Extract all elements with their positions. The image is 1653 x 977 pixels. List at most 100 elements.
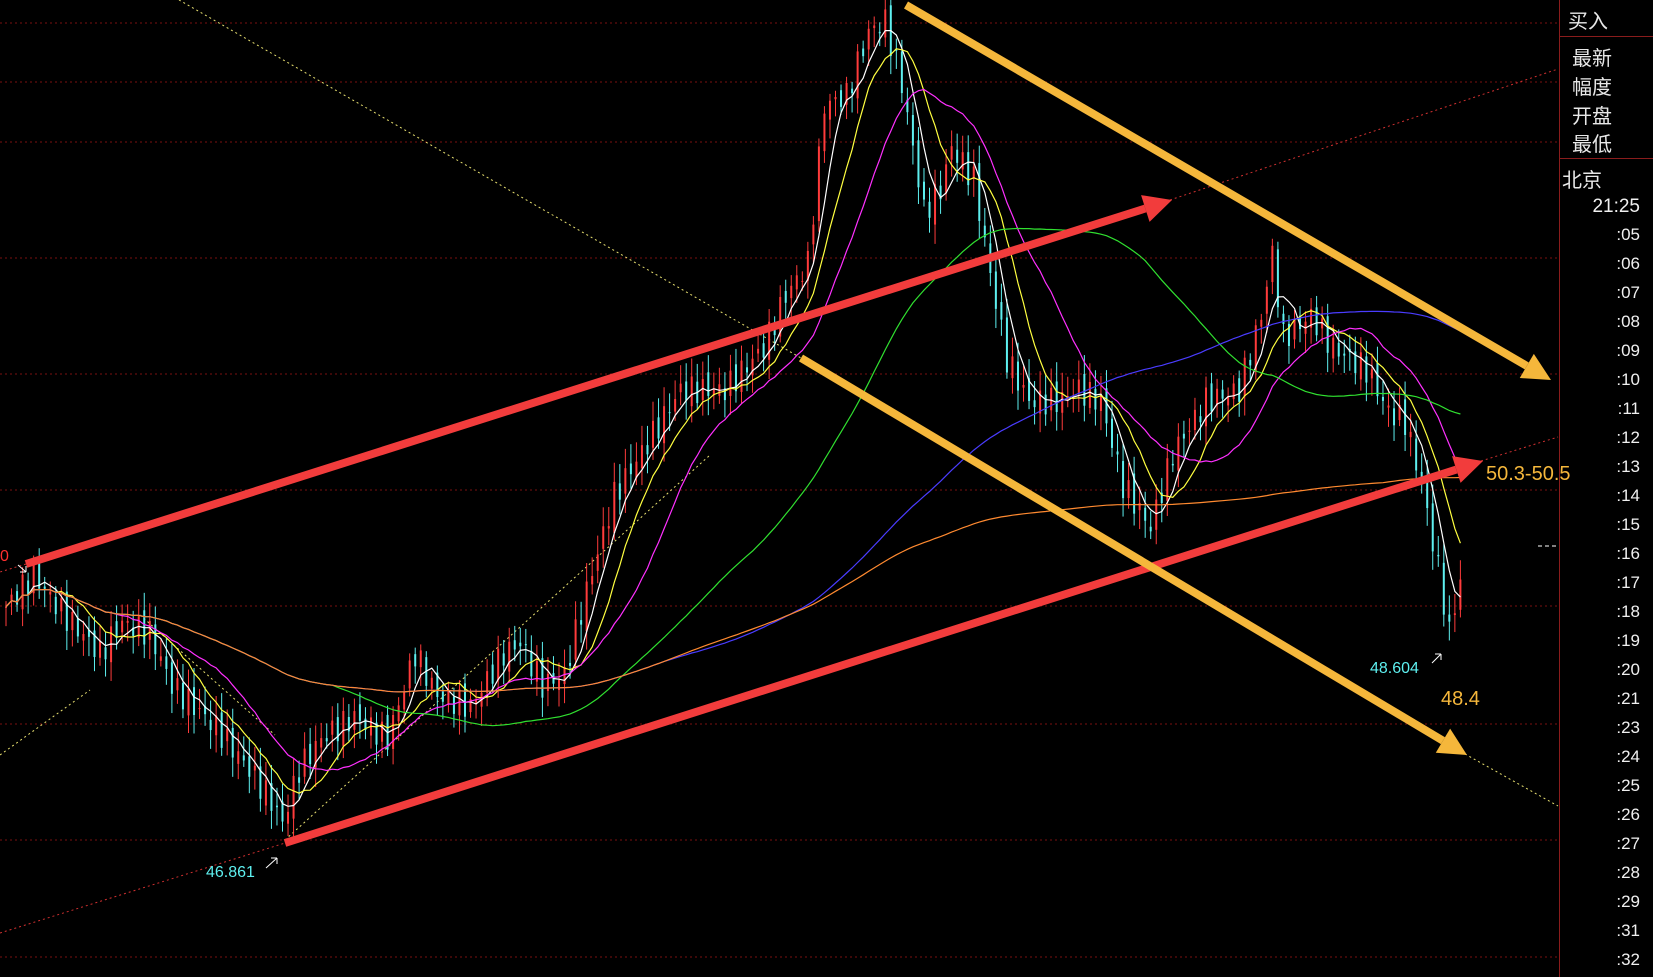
- recent-low-label: 48.604: [1370, 660, 1419, 677]
- candle-body: [1227, 396, 1230, 406]
- candle-body: [1221, 389, 1224, 399]
- candle-body: [834, 96, 837, 100]
- candle-body: [674, 399, 677, 412]
- candle-body: [27, 580, 30, 595]
- candle-body: [862, 48, 865, 57]
- candle-body: [1276, 249, 1279, 308]
- time-item: :26: [1616, 805, 1640, 824]
- red-lower-arrow-shaft: [283, 465, 1458, 847]
- candle-body: [840, 90, 843, 107]
- candle-body: [1326, 316, 1329, 353]
- candle-body: [1354, 351, 1357, 374]
- candle-body: [1061, 392, 1064, 413]
- candle-body: [408, 660, 411, 689]
- candle-body: [1160, 492, 1163, 503]
- candle-body: [806, 250, 809, 281]
- candle-body: [1431, 503, 1434, 552]
- candle-body: [475, 700, 478, 703]
- candle-body: [530, 650, 533, 677]
- candle-body: [1122, 461, 1125, 499]
- candle-body: [154, 624, 157, 655]
- target-zone-label: 50.3-50.5: [1486, 463, 1571, 485]
- candle-body: [1381, 396, 1384, 401]
- candle-body: [314, 740, 317, 768]
- left-edge-label: 0: [0, 548, 9, 565]
- candle-body: [491, 664, 494, 684]
- candle-body: [1210, 383, 1213, 412]
- candle-body: [43, 586, 46, 589]
- candle-body: [38, 557, 41, 589]
- candle-body: [248, 756, 251, 777]
- candle-body: [1232, 383, 1235, 400]
- time-item: :10: [1616, 370, 1640, 389]
- candle-body: [1376, 362, 1379, 397]
- candle-body: [569, 662, 572, 666]
- candle-body: [1299, 315, 1302, 330]
- candle-body: [934, 184, 937, 225]
- candle-body: [624, 468, 627, 494]
- candle-body: [1260, 319, 1263, 327]
- candle-body: [336, 717, 339, 742]
- candle-body: [635, 461, 638, 478]
- ma-20-line: [5, 88, 1461, 772]
- candle-body: [1343, 353, 1346, 356]
- candle-body: [1282, 313, 1285, 324]
- candle-body: [187, 688, 190, 716]
- candle-body: [546, 673, 549, 691]
- candle-body: [358, 704, 361, 721]
- candle-body: [1404, 399, 1407, 435]
- time-item: :20: [1616, 660, 1640, 679]
- candle-body: [1005, 317, 1008, 373]
- candle-body: [823, 113, 826, 152]
- candle-body: [690, 376, 693, 407]
- candle-body: [906, 99, 909, 113]
- candle-body: [275, 805, 278, 808]
- candle-body: [270, 783, 273, 811]
- ma-10-line: [5, 48, 1461, 794]
- buy-label[interactable]: 买入: [1568, 9, 1608, 33]
- candle-body: [126, 620, 129, 623]
- candle-body: [873, 25, 876, 29]
- time-item: :24: [1616, 747, 1640, 766]
- candle-body: [1138, 502, 1141, 511]
- candle-body: [795, 275, 798, 290]
- time-item: :16: [1616, 544, 1640, 563]
- candle-body: [364, 718, 367, 730]
- candles: [5, 0, 1462, 838]
- candle-body: [712, 389, 715, 396]
- time-item: :32: [1616, 950, 1640, 969]
- candle-body: [1022, 384, 1025, 388]
- candle-body: [82, 634, 85, 641]
- time-item: :29: [1616, 892, 1640, 911]
- field-low: 最低: [1572, 132, 1612, 156]
- candle-body: [1409, 431, 1412, 438]
- candle-body: [325, 738, 328, 742]
- candle-body: [486, 671, 489, 693]
- time-header: 21:25: [1592, 196, 1640, 217]
- candle-body: [519, 642, 522, 647]
- candle-body: [1094, 388, 1097, 410]
- time-item: :11: [1617, 399, 1640, 418]
- candle-body: [303, 748, 306, 777]
- candle-body: [176, 678, 179, 691]
- red-lower-arrow-head: [1452, 456, 1483, 483]
- ma-60-line: [5, 227, 1461, 727]
- candle-body: [972, 166, 975, 179]
- candle-body: [602, 526, 605, 549]
- candle-body: [1415, 438, 1418, 471]
- candle-body: [1011, 356, 1014, 379]
- candle-body: [16, 591, 19, 605]
- candle-body: [414, 654, 417, 667]
- candle-body: [226, 728, 229, 742]
- candle-body: [331, 720, 334, 735]
- candle-body: [1028, 378, 1031, 401]
- candle-body: [1315, 307, 1318, 336]
- candle-body: [895, 49, 898, 51]
- candle-body: [1033, 400, 1036, 408]
- candle-body: [1039, 390, 1042, 414]
- time-item: :12: [1616, 428, 1640, 447]
- time-item: :23: [1616, 718, 1640, 737]
- candle-body: [1116, 451, 1119, 455]
- candle-body: [392, 715, 395, 749]
